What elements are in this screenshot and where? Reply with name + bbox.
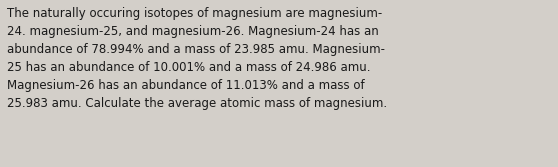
Text: The naturally occuring isotopes of magnesium are magnesium-
24. magnesium-25, an: The naturally occuring isotopes of magne…	[7, 7, 387, 110]
